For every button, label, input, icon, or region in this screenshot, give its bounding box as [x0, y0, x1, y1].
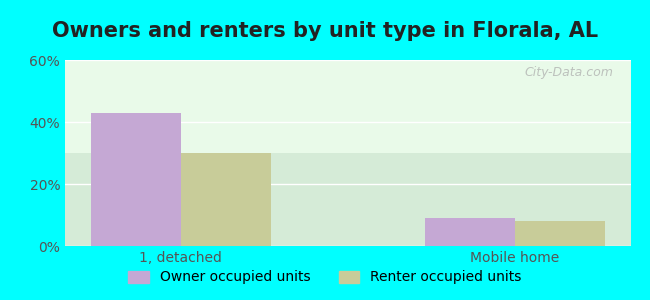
Bar — [181, 153, 270, 246]
Bar — [91, 113, 181, 246]
Bar — [515, 221, 605, 246]
Bar — [425, 218, 515, 246]
Text: City-Data.com: City-Data.com — [525, 66, 614, 79]
Legend: Owner occupied units, Renter occupied units: Owner occupied units, Renter occupied un… — [123, 265, 527, 290]
Text: Owners and renters by unit type in Florala, AL: Owners and renters by unit type in Flora… — [52, 21, 598, 41]
